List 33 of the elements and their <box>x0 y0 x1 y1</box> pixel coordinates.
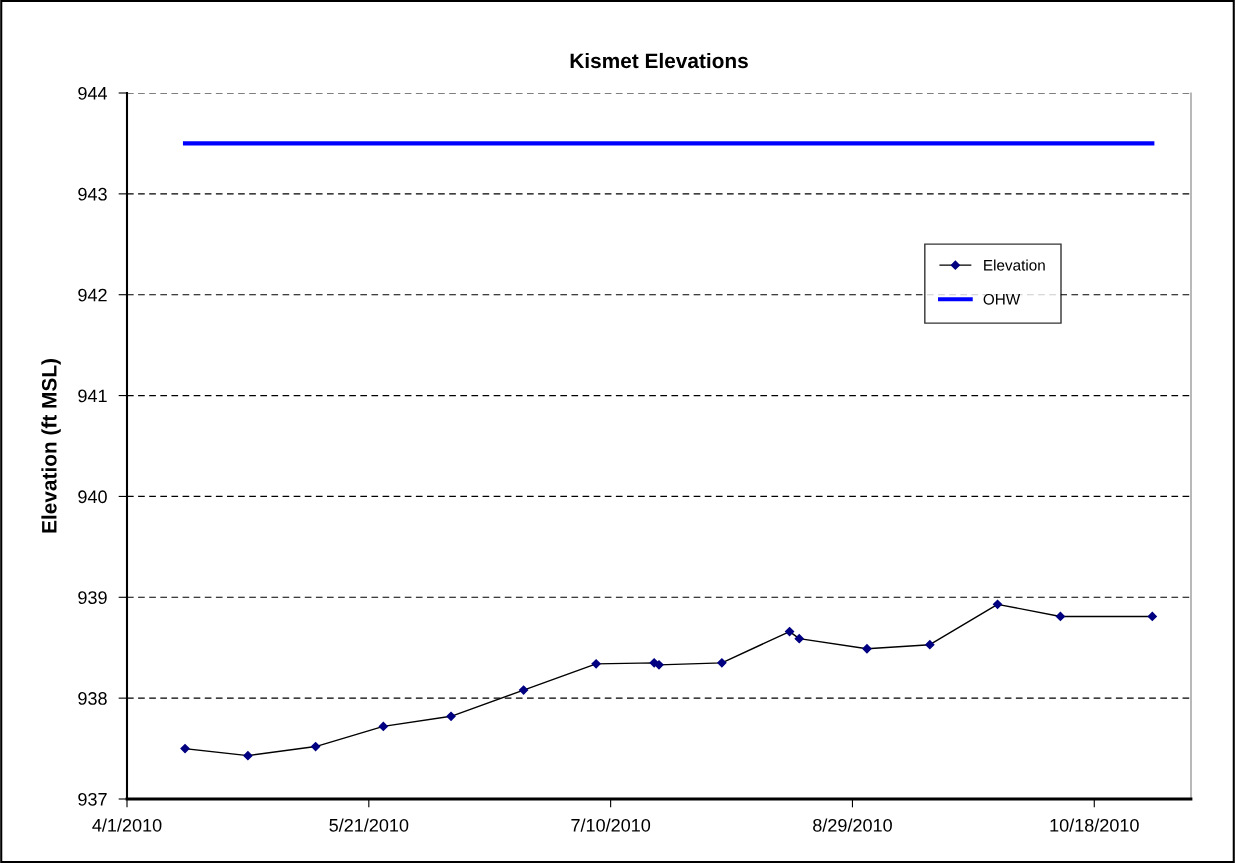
y-tick-label: 942 <box>78 288 107 302</box>
x-tick-label: 7/10/2010 <box>571 818 651 832</box>
y-tick-label: 940 <box>78 490 107 504</box>
point <box>992 599 1003 609</box>
point <box>310 741 321 752</box>
y-tick-label: 943 <box>78 187 107 201</box>
x-tick-label: 8/29/2010 <box>813 818 892 832</box>
point <box>378 721 388 732</box>
x-tick-label: 4/1/2010 <box>92 818 162 832</box>
point <box>518 685 529 695</box>
x-tick-label: 10/18/2010 <box>1050 818 1139 832</box>
point <box>862 644 872 654</box>
point <box>591 659 601 669</box>
point <box>1147 611 1157 622</box>
point <box>243 751 253 761</box>
y-tick-label: 937 <box>78 792 107 806</box>
legend-label: OHW <box>983 293 1021 305</box>
point <box>446 711 456 721</box>
y-tick-label: 944 <box>78 86 108 100</box>
y-tick-label: 938 <box>78 692 107 705</box>
y-tick-label: 941 <box>78 389 107 403</box>
legend-label: Elevation <box>984 259 1045 271</box>
point <box>717 658 727 668</box>
point <box>784 626 795 637</box>
point <box>1055 611 1066 622</box>
y-tick-label: 939 <box>78 591 107 605</box>
point <box>794 634 804 644</box>
point <box>654 660 664 670</box>
chart-title: Kismet Elevations <box>570 52 748 69</box>
y-axis-title: Elevation (ft MSL) <box>41 359 61 533</box>
x-tick-label: 5/21/2010 <box>329 818 409 832</box>
point <box>925 640 935 650</box>
point <box>180 743 190 754</box>
